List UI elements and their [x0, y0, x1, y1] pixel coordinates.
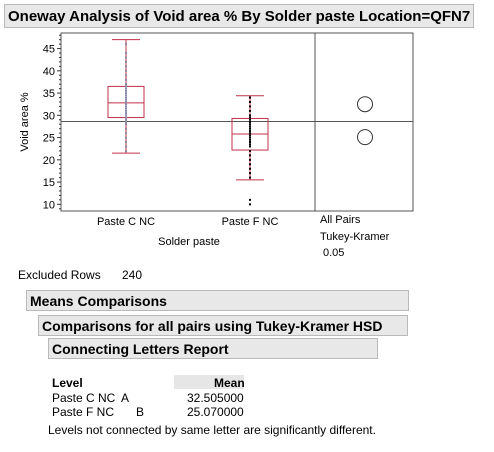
data-point	[125, 118, 127, 121]
data-point	[125, 43, 127, 46]
col-mean-header: Mean	[214, 376, 245, 390]
y-tick-label: 15	[43, 177, 55, 189]
y-tick-label: 20	[43, 155, 55, 167]
data-point	[249, 96, 251, 99]
data-point	[125, 132, 127, 135]
connecting-letters-header[interactable]: Connecting Letters Report	[48, 338, 378, 359]
data-point	[249, 163, 251, 166]
data-point	[125, 123, 127, 126]
row-letter-a: A	[121, 391, 130, 405]
data-point	[125, 145, 127, 148]
data-point	[125, 65, 127, 68]
data-point	[125, 141, 127, 144]
x-category-label: Paste F NC	[222, 216, 279, 228]
data-point	[125, 85, 127, 88]
y-tick-label: 40	[43, 66, 55, 78]
data-point	[125, 149, 127, 152]
data-point	[125, 107, 127, 110]
data-point	[249, 118, 251, 121]
data-point	[249, 141, 251, 144]
row-letter-b: B	[136, 405, 145, 419]
comparison-label: 0.05	[323, 247, 344, 259]
oneway-plot: 10 15 20 25 30 35 40 45 Void area % Paste C NC Pas…	[19, 32, 414, 259]
data-point	[125, 56, 127, 59]
footnote: Levels not connected by same letter are …	[48, 423, 376, 437]
data-point	[249, 114, 251, 117]
data-point	[249, 109, 251, 112]
data-point	[125, 100, 127, 103]
comparison-circle	[357, 129, 373, 146]
data-point	[249, 145, 251, 148]
data-point	[249, 129, 251, 132]
data-point	[125, 105, 127, 108]
data-point	[249, 121, 251, 123]
tukey-hsd-header[interactable]: Comparisons for all pairs using Tukey-Kr…	[38, 315, 408, 336]
data-point	[249, 123, 251, 126]
data-point	[125, 98, 127, 101]
data-point	[125, 83, 127, 86]
y-tick-label: 35	[43, 88, 55, 100]
data-point	[125, 74, 127, 77]
data-point	[125, 103, 127, 106]
comparison-circle	[357, 96, 373, 113]
data-point	[249, 176, 251, 179]
data-point	[125, 116, 127, 119]
data-point	[249, 116, 251, 119]
y-tick-label: 45	[43, 44, 55, 56]
data-point	[249, 132, 251, 135]
data-point	[125, 127, 127, 130]
data-point	[125, 96, 127, 99]
row-level: Paste F NC	[52, 405, 115, 419]
data-point	[125, 114, 127, 117]
data-point	[249, 167, 251, 170]
data-point	[249, 154, 251, 157]
y-tick-label: 10	[43, 199, 55, 211]
data-point	[249, 198, 251, 201]
row-mean: 25.070000	[187, 405, 244, 419]
data-point	[249, 149, 251, 152]
y-axis-label: Void area %	[19, 92, 31, 152]
data-point	[125, 92, 127, 95]
x-axis-label: Solder paste	[158, 236, 220, 248]
data-point	[125, 87, 127, 90]
data-point	[125, 60, 127, 63]
col-level-header: Level	[52, 376, 83, 390]
data-point	[249, 136, 251, 139]
report-title[interactable]: Oneway Analysis of Void area % By Solder…	[4, 4, 474, 28]
means-comparisons-header[interactable]: Means Comparisons	[26, 290, 409, 311]
comparison-label: All Pairs	[320, 214, 361, 226]
data-point	[249, 125, 251, 128]
data-point	[125, 121, 127, 123]
data-point	[249, 138, 251, 141]
data-point	[249, 100, 251, 103]
excluded-rows-value: 240	[122, 268, 143, 282]
data-point	[125, 69, 127, 72]
x-category-label: Paste C NC	[97, 216, 155, 228]
data-point	[125, 89, 127, 92]
data-point	[125, 52, 127, 55]
data-point	[249, 143, 251, 146]
data-point	[249, 127, 251, 130]
data-point	[125, 136, 127, 139]
row-level: Paste C NC	[52, 391, 116, 405]
data-point	[249, 134, 251, 137]
row-mean: 32.505000	[187, 391, 244, 405]
y-tick-label: 30	[43, 110, 55, 122]
data-point	[249, 105, 251, 108]
data-point	[125, 112, 127, 115]
data-point	[125, 94, 127, 97]
data-point	[125, 78, 127, 81]
data-point	[125, 109, 127, 112]
data-point	[249, 158, 251, 161]
excluded-rows-label: Excluded Rows	[18, 268, 101, 282]
data-point	[249, 172, 251, 175]
y-tick-label: 25	[43, 133, 55, 145]
data-point	[249, 203, 251, 206]
comparison-label: Tukey-Kramer	[320, 231, 390, 243]
